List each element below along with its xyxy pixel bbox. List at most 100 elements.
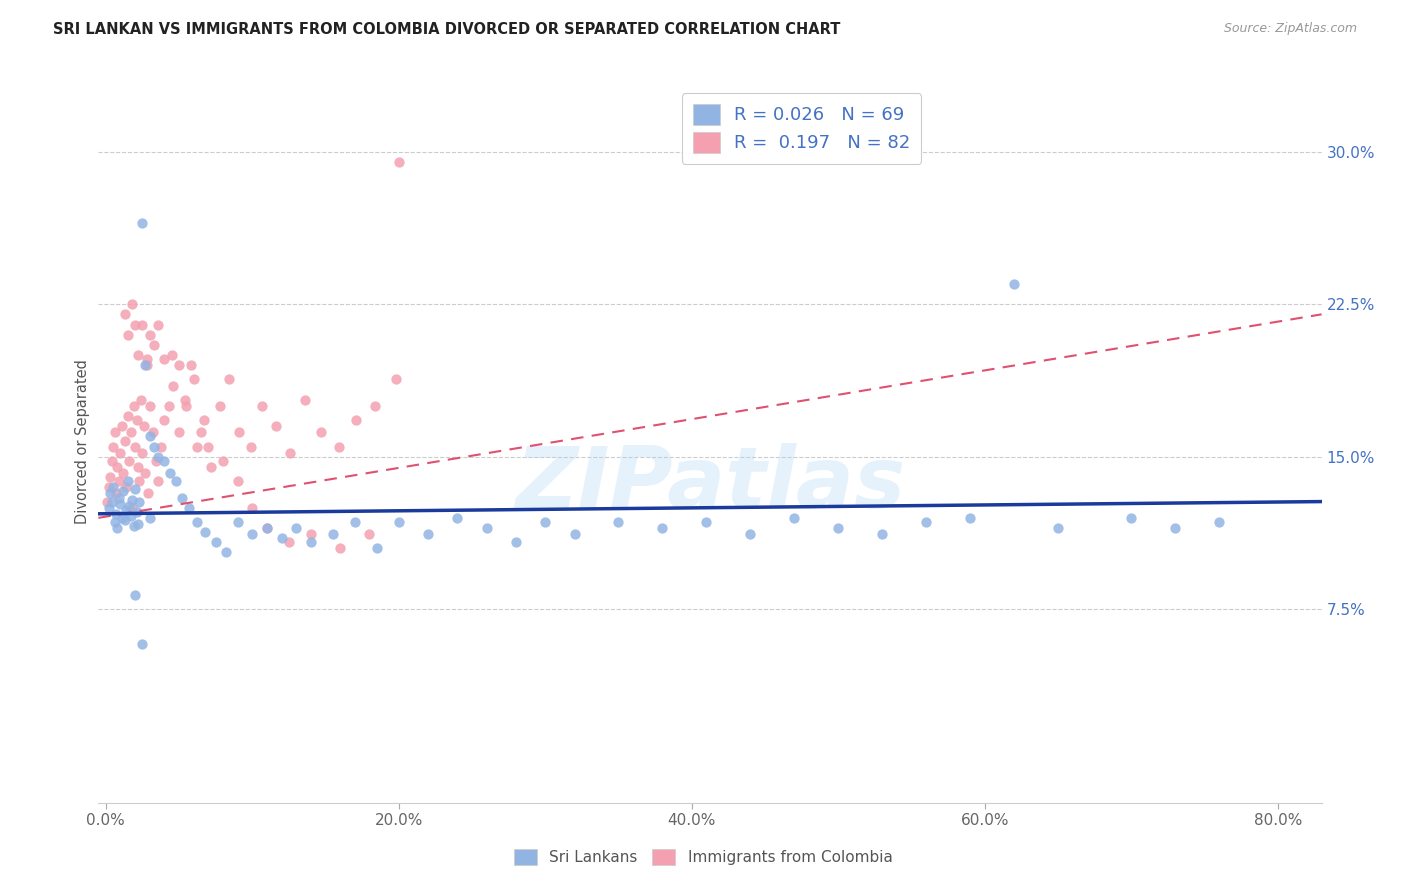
Point <box>120 425 142 440</box>
Point <box>108 474 131 488</box>
Point <box>183 372 205 386</box>
Point <box>159 466 181 480</box>
Point <box>343 515 366 529</box>
Point <box>186 515 208 529</box>
Point <box>176 399 198 413</box>
Point <box>101 440 124 454</box>
Point <box>131 637 153 651</box>
Point <box>256 521 278 535</box>
Point <box>127 348 149 362</box>
Point <box>145 454 167 468</box>
Point <box>534 515 557 529</box>
Point <box>299 527 322 541</box>
Point <box>120 508 142 523</box>
Point <box>1208 515 1230 529</box>
Point <box>121 492 143 507</box>
Point <box>97 480 120 494</box>
Point <box>129 392 152 407</box>
Point <box>134 466 156 480</box>
Point <box>127 460 149 475</box>
Point <box>101 480 124 494</box>
Point <box>226 474 249 488</box>
Point <box>277 535 299 549</box>
Point <box>218 372 240 386</box>
Point <box>212 454 235 468</box>
Point <box>148 450 170 464</box>
Point <box>114 513 136 527</box>
Point <box>322 527 344 541</box>
Point <box>170 491 193 505</box>
Point <box>366 541 388 556</box>
Point <box>285 521 308 535</box>
Point <box>1002 277 1025 291</box>
Point <box>165 474 187 488</box>
Point <box>239 440 262 454</box>
Point <box>138 429 160 443</box>
Point <box>364 399 387 413</box>
Point <box>108 491 131 505</box>
Point <box>299 535 322 549</box>
Point <box>105 486 128 500</box>
Point <box>112 484 135 499</box>
Point <box>915 515 938 529</box>
Point <box>125 505 148 519</box>
Point <box>607 515 630 529</box>
Point <box>215 545 238 559</box>
Point <box>107 460 129 475</box>
Point <box>256 521 278 535</box>
Point <box>870 527 893 541</box>
Point <box>240 500 263 515</box>
Point <box>96 494 118 508</box>
Y-axis label: Divorced or Separated: Divorced or Separated <box>75 359 90 524</box>
Point <box>117 409 139 423</box>
Point <box>1046 521 1069 535</box>
Point <box>226 515 249 529</box>
Point <box>173 392 195 407</box>
Point <box>136 486 159 500</box>
Point <box>193 413 215 427</box>
Point <box>651 521 673 535</box>
Point <box>167 425 190 440</box>
Point <box>186 440 208 454</box>
Point <box>167 358 190 372</box>
Point <box>111 511 134 525</box>
Point <box>1164 521 1187 535</box>
Point <box>105 507 128 521</box>
Point <box>127 516 149 531</box>
Point <box>124 318 146 332</box>
Point <box>142 425 165 440</box>
Point <box>1121 511 1143 525</box>
Point <box>117 327 139 342</box>
Point <box>328 440 350 454</box>
Point <box>121 500 143 515</box>
Point <box>278 446 301 460</box>
Point <box>110 497 132 511</box>
Point <box>103 515 125 529</box>
Point <box>329 541 352 556</box>
Point <box>153 352 176 367</box>
Point <box>270 531 292 545</box>
Point <box>190 425 212 440</box>
Point <box>148 474 170 488</box>
Point <box>264 419 287 434</box>
Point <box>115 502 138 516</box>
Point <box>124 440 146 454</box>
Point <box>564 527 586 541</box>
Text: Source: ZipAtlas.com: Source: ZipAtlas.com <box>1223 22 1357 36</box>
Point <box>110 446 132 460</box>
Point <box>100 494 122 508</box>
Point <box>204 535 226 549</box>
Legend: Sri Lankans, Immigrants from Colombia: Sri Lankans, Immigrants from Colombia <box>508 843 898 871</box>
Point <box>128 474 150 488</box>
Point <box>115 480 138 494</box>
Point <box>121 297 143 311</box>
Point <box>131 216 153 230</box>
Point <box>100 454 122 468</box>
Point <box>783 511 806 525</box>
Point <box>131 318 153 332</box>
Text: SRI LANKAN VS IMMIGRANTS FROM COLOMBIA DIVORCED OR SEPARATED CORRELATION CHART: SRI LANKAN VS IMMIGRANTS FROM COLOMBIA D… <box>53 22 841 37</box>
Point <box>240 527 263 541</box>
Point <box>143 338 166 352</box>
Point <box>505 535 527 549</box>
Point <box>134 358 156 372</box>
